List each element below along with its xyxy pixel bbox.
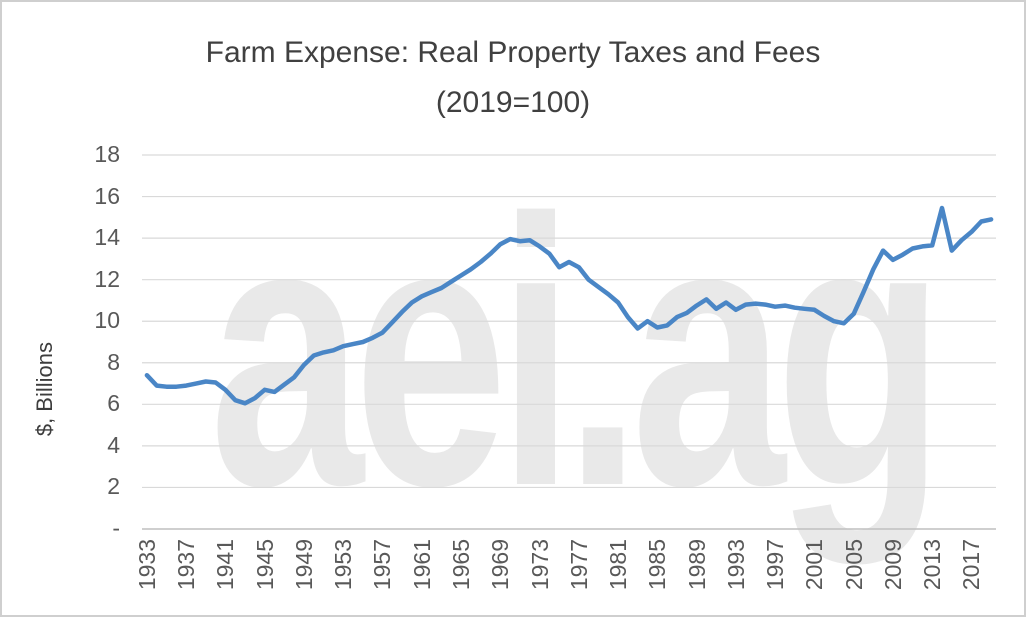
y-tick-label: - bbox=[112, 515, 120, 541]
y-tick-label: 14 bbox=[94, 224, 120, 251]
x-tick-label: 2017 bbox=[958, 539, 985, 591]
x-tick-label: 1989 bbox=[683, 539, 710, 591]
chart-title: Farm Expense: Real Property Taxes and Fe… bbox=[205, 36, 821, 69]
x-tick-label: 1945 bbox=[251, 539, 278, 591]
x-tick-label: 1977 bbox=[565, 539, 592, 591]
x-tick-label: 1973 bbox=[526, 539, 553, 591]
x-tick-label: 2013 bbox=[919, 539, 946, 591]
y-tick-label: 16 bbox=[94, 182, 120, 209]
y-tick-label: 6 bbox=[107, 390, 120, 417]
y-tick-label: 2 bbox=[107, 473, 120, 500]
x-tick-label: 1993 bbox=[722, 539, 749, 591]
y-tick-label: 18 bbox=[94, 141, 120, 167]
x-tick-label: 1969 bbox=[487, 539, 514, 591]
x-tick-label: 1985 bbox=[644, 539, 671, 591]
x-tick-label: 1937 bbox=[173, 539, 200, 591]
x-tick-label: 1949 bbox=[290, 539, 317, 591]
y-tick-label: 4 bbox=[107, 431, 120, 458]
x-tick-label: 1981 bbox=[605, 539, 632, 591]
x-tick-label: 1965 bbox=[448, 539, 475, 591]
x-tick-label: 1941 bbox=[212, 539, 239, 591]
x-tick-label: 1957 bbox=[369, 539, 396, 591]
x-tick-label: 2001 bbox=[801, 539, 828, 591]
x-tick-label: 1933 bbox=[133, 539, 160, 591]
data-line-property-taxes bbox=[144, 205, 994, 406]
x-tick-label: 1953 bbox=[330, 539, 357, 591]
y-tick-label: 12 bbox=[94, 265, 120, 292]
chart-title-block: Farm Expense: Real Property Taxes and Fe… bbox=[2, 28, 1024, 128]
x-tick-label: 1997 bbox=[762, 539, 789, 591]
x-tick-label: 2009 bbox=[879, 539, 906, 591]
x-tick-label: 1961 bbox=[408, 539, 435, 591]
y-tick-label: 10 bbox=[94, 307, 120, 334]
y-axis-title: $, Billions bbox=[32, 342, 57, 437]
chart-subtitle: (2019=100) bbox=[435, 86, 591, 119]
y-tick-label: 8 bbox=[107, 348, 120, 375]
x-tick-label: 2005 bbox=[840, 539, 867, 591]
